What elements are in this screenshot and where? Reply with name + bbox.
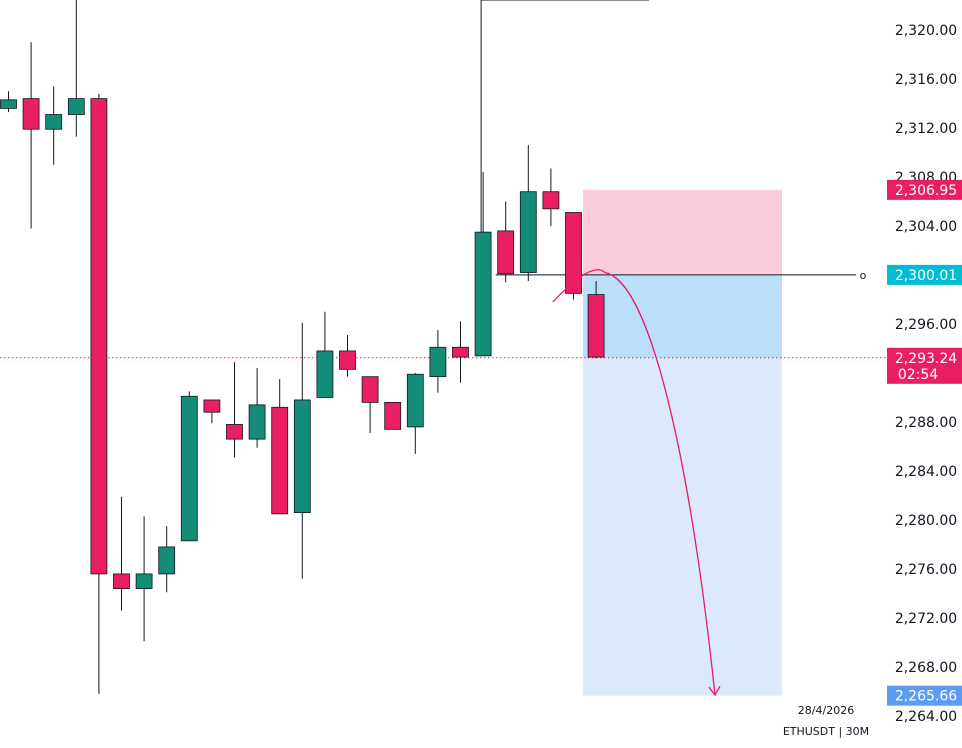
candle-body [452,346,469,358]
candle-body [361,376,379,403]
entry-badge-bg [887,264,962,285]
y-tick-label: 2,312.00 [895,121,957,137]
y-tick-label: 2,288.00 [895,415,957,431]
candle-body [248,404,266,440]
candle-body [203,399,221,413]
y-tick-label: 2,320.00 [895,23,957,39]
candle-body [135,573,153,590]
candle-body [293,399,311,514]
target-badge-label: 2,265.66 [895,689,957,705]
y-tick-label: 2,264.00 [895,709,957,725]
candle-body [180,395,198,542]
candle-body [45,114,63,130]
last-price-badge-countdown: 02:54 [898,367,938,383]
y-tick-label: 2,280.00 [895,513,957,529]
stop-badge-label: 2,306.95 [895,183,957,199]
y-tick-label: 2,316.00 [895,72,957,88]
candle-body [316,350,334,398]
candle-body [519,191,537,273]
target-badge-bg [887,685,962,706]
candle-body [67,98,85,115]
candle-body [22,98,40,130]
candle-body [587,294,605,358]
stop-badge-bg [887,179,962,200]
candle-body [429,346,447,378]
candle-body [565,212,582,294]
profit-zone [583,357,782,696]
candle-body [474,231,492,357]
entry-badge-label: 2,300.01 [895,268,957,284]
date-label: 28/4/2026 [798,704,854,717]
candle-body [406,373,424,428]
candle-body [384,401,402,430]
y-tick-label: 2,304.00 [895,219,957,235]
candles [0,0,605,694]
candle-body [90,98,108,575]
y-tick-label: 2,296.00 [895,317,957,333]
y-tick-label: 2,276.00 [895,562,957,578]
projection-curve [552,269,716,696]
candle-body [158,546,176,575]
position-zones [583,189,782,696]
candle-body [271,406,289,515]
projection-arrowhead [708,685,721,697]
candle-body [226,424,243,440]
symbol-label: ETHUSDT | 30M [783,725,869,738]
last-price-badge-bg [887,347,962,384]
y-tick-label: 2,284.00 [895,464,957,480]
entry-marker: o [860,269,867,282]
candle-body [339,350,356,370]
candle-body [113,573,130,590]
y-tick-label: 2,268.00 [895,660,957,676]
stop-loss-zone [583,189,782,275]
y-tick-label: 2,272.00 [895,611,957,627]
profit-zone-filled [583,274,782,358]
last-price-badge-label: 2,293.24 [895,351,957,367]
candle-body [0,99,17,109]
candle-body [542,191,560,210]
projection-path [552,269,721,697]
candle-body [497,230,515,275]
